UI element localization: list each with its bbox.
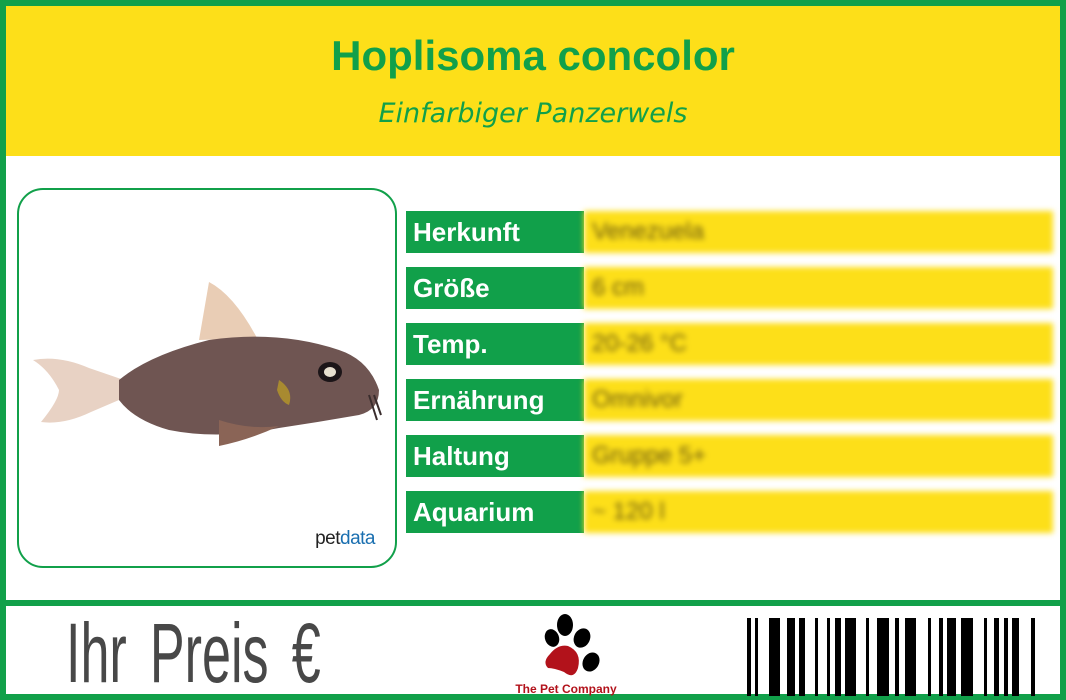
- watermark-data: data: [340, 528, 375, 549]
- fact-label: Aquarium: [406, 491, 584, 533]
- barcode-bar: [984, 618, 987, 696]
- fact-label: Haltung: [406, 435, 584, 477]
- barcode-bar: [835, 618, 841, 696]
- fact-label: Ernährung: [406, 379, 584, 421]
- barcode-bar: [947, 618, 956, 696]
- barcode-bar: [866, 618, 869, 696]
- barcode-bar: [895, 618, 899, 696]
- fact-row-groesse: Größe 6 cm: [406, 267, 1053, 309]
- fact-label: Herkunft: [406, 211, 584, 253]
- paw-icon: [544, 614, 600, 676]
- fact-row-herkunft: Herkunft Venezuela: [406, 211, 1053, 253]
- barcode-bar: [769, 618, 780, 696]
- barcode-bar: [815, 618, 818, 696]
- header: Hoplisoma concolor Einfarbiger Panzerwel…: [6, 6, 1060, 156]
- fact-label: Größe: [406, 267, 584, 309]
- barcode-bar: [827, 618, 830, 696]
- barcode-bar: [961, 618, 973, 696]
- watermark-pet: pet: [315, 528, 341, 549]
- barcode-icon: [747, 618, 1035, 696]
- fact-row-haltung: Haltung Gruppe 5+: [406, 435, 1053, 477]
- fact-value: ~ 120 l: [584, 491, 1053, 533]
- barcode-bar: [994, 618, 999, 696]
- barcode-bar: [755, 618, 758, 696]
- fact-row-temp: Temp. 20-26 °C: [406, 323, 1053, 365]
- species-title: Hoplisoma concolor: [331, 32, 735, 79]
- barcode-bar: [939, 618, 943, 696]
- fact-value: 6 cm: [584, 267, 1053, 309]
- barcode-bar: [1031, 618, 1035, 696]
- fish-image: [33, 282, 382, 446]
- barcode-bar: [905, 618, 916, 696]
- fact-value: Venezuela: [584, 211, 1053, 253]
- fact-value: Gruppe 5+: [584, 435, 1053, 477]
- barcode-bar: [1012, 618, 1019, 696]
- petdata-watermark: petdata: [315, 528, 375, 550]
- fish-photo: petdata: [17, 188, 397, 568]
- barcode-bar: [1004, 618, 1008, 696]
- fact-value: 20-26 °C: [584, 323, 1053, 365]
- barcode-bar: [845, 618, 856, 696]
- barcode-bar: [877, 618, 889, 696]
- fact-label: Temp.: [406, 323, 584, 365]
- common-name: Einfarbiger Panzerwels: [378, 98, 688, 129]
- fact-value: Omnivor: [584, 379, 1053, 421]
- logo-text: The Pet Company: [515, 682, 617, 696]
- barcode-bar: [787, 618, 795, 696]
- fact-row-ernaehrung: Ernährung Omnivor: [406, 379, 1053, 421]
- barcode-bar: [928, 618, 931, 696]
- barcode-bar: [799, 618, 805, 696]
- price-label: Ihr Preis €: [66, 606, 321, 700]
- barcode-bar: [747, 618, 751, 696]
- fact-row-aquarium: Aquarium ~ 120 l: [406, 491, 1053, 533]
- pet-company-logo: The Pet Company: [506, 610, 626, 696]
- footer-divider: [6, 600, 1060, 606]
